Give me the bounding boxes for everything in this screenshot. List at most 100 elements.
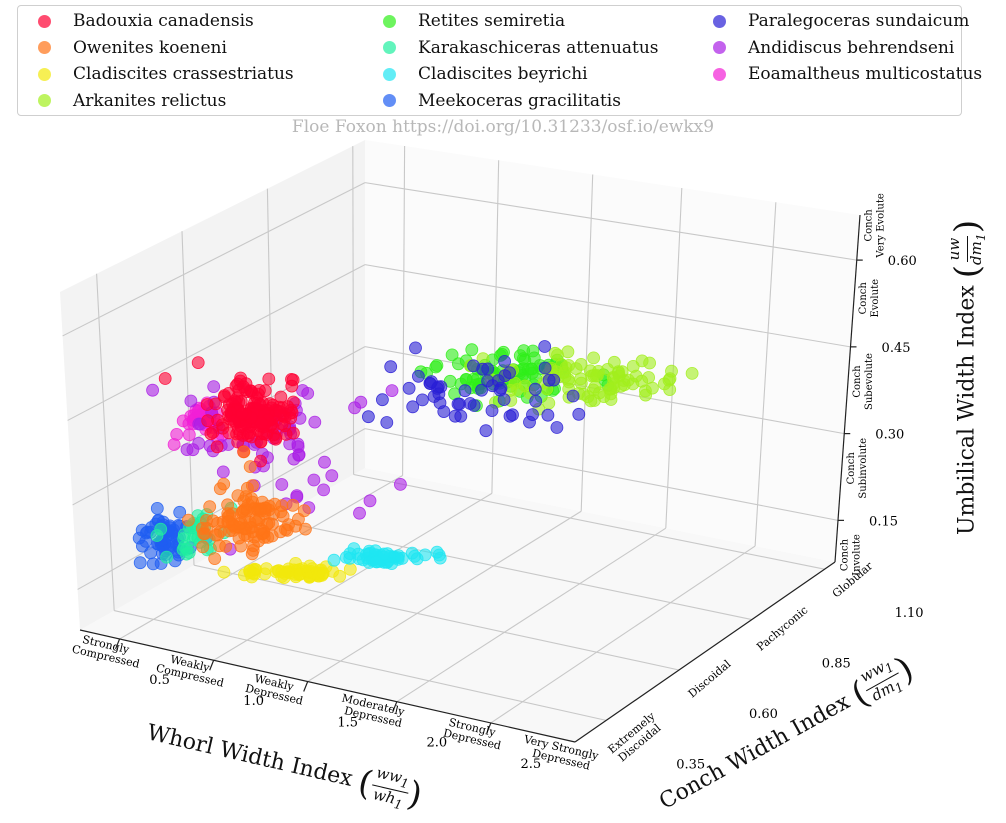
- data-point: [538, 361, 552, 375]
- data-point: [528, 382, 542, 396]
- data-point: [297, 504, 311, 518]
- data-point: [209, 528, 223, 542]
- data-point: [207, 380, 221, 394]
- grid-line: [266, 188, 275, 520]
- grid-line: [352, 146, 355, 475]
- data-point: [182, 428, 196, 442]
- data-point: [547, 373, 561, 387]
- data-point: [284, 411, 298, 425]
- data-point: [562, 359, 576, 372]
- data-point: [243, 564, 257, 578]
- data-point: [278, 567, 292, 580]
- data-point: [522, 362, 535, 376]
- data-point: [550, 421, 564, 434]
- data-point: [286, 498, 300, 512]
- data-point: [325, 469, 339, 483]
- x-tick-mark: [115, 638, 121, 650]
- z-tick-label: 0.45: [882, 341, 911, 356]
- grid-line: [364, 182, 857, 261]
- data-point: [377, 547, 391, 561]
- legend-item: Andidiscus behrendseni: [713, 37, 954, 59]
- z-category-label: Conch Involute: [840, 534, 863, 576]
- data-point: [503, 366, 516, 380]
- legend-label: Paralegoceras sundaicum: [748, 11, 970, 31]
- data-point: [497, 393, 511, 407]
- data-point: [146, 383, 160, 397]
- z-tick-label: 0.30: [875, 428, 904, 443]
- data-point: [210, 440, 224, 454]
- data-point: [231, 435, 245, 449]
- legend-marker: [713, 14, 726, 28]
- data-point: [301, 386, 315, 400]
- z-category-label: Conch Subevolute: [852, 353, 875, 410]
- grid-line: [364, 264, 851, 348]
- z-axis-title-text: Umbilical Width Index: [954, 285, 980, 535]
- data-point: [208, 552, 222, 565]
- legend-label: Karakaschiceras attenuatus: [418, 37, 659, 58]
- data-point: [274, 525, 287, 539]
- z-tick-label: 0.60: [888, 254, 917, 269]
- data-point: [685, 366, 699, 380]
- data-point: [139, 534, 153, 548]
- data-point: [245, 479, 259, 493]
- data-point: [222, 386, 236, 400]
- data-point: [587, 351, 600, 365]
- data-point: [529, 394, 543, 408]
- x-tick-label: 1.0: [243, 694, 264, 709]
- data-point: [510, 383, 524, 396]
- data-point: [380, 416, 394, 429]
- data-point: [184, 394, 198, 408]
- legend-label: Arkanites relictus: [73, 90, 227, 111]
- data-point: [541, 408, 555, 422]
- data-point: [258, 501, 272, 515]
- back-pane: [365, 140, 860, 562]
- legend-item: Owenites koeneni: [38, 37, 227, 59]
- grid-line: [119, 475, 403, 640]
- data-point: [173, 505, 187, 519]
- x-tick-mark: [209, 660, 215, 671]
- data-point: [160, 550, 174, 564]
- y-tick-label: 0.85: [822, 657, 851, 672]
- y-tick-label: 0.35: [676, 757, 705, 772]
- legend-item: Retites semiretia: [383, 10, 565, 32]
- data-point: [475, 383, 489, 397]
- legend-marker: [383, 94, 396, 107]
- legend-marker: [38, 41, 51, 54]
- data-point: [503, 409, 517, 423]
- grid-line: [364, 428, 839, 521]
- data-point: [219, 540, 233, 553]
- data-point: [459, 372, 473, 386]
- series-cladiscites-crassestriatus: [217, 557, 357, 584]
- series-badouxia-canadensis: [158, 356, 300, 468]
- legend-marker: [383, 41, 396, 54]
- data-point: [216, 465, 230, 479]
- z-category-label: Conch Evolute: [858, 279, 881, 318]
- data-points: [132, 340, 699, 584]
- data-point: [375, 393, 389, 407]
- data-point: [327, 553, 341, 567]
- data-point: [308, 415, 322, 429]
- data-point: [479, 424, 493, 438]
- z-category-line: Very Evolute: [875, 193, 886, 258]
- x-tick-mark: [303, 681, 309, 692]
- data-point: [180, 443, 194, 457]
- x-tick-label: 2.0: [426, 736, 447, 751]
- data-point: [253, 397, 267, 411]
- data-point: [485, 404, 499, 418]
- data-point: [402, 381, 416, 395]
- data-point: [211, 413, 225, 427]
- data-point: [258, 384, 272, 398]
- data-point: [437, 405, 451, 419]
- data-point: [267, 428, 281, 442]
- data-point: [604, 387, 618, 401]
- data-point: [275, 499, 289, 513]
- z-tick-label: 0.15: [869, 514, 898, 529]
- data-point: [217, 565, 231, 579]
- y-tick-label: 1.10: [895, 606, 924, 621]
- data-point: [191, 356, 205, 370]
- data-point: [574, 357, 588, 371]
- data-point: [133, 556, 147, 570]
- grid-line: [491, 160, 500, 494]
- data-point: [146, 557, 160, 571]
- legend-marker: [383, 67, 396, 81]
